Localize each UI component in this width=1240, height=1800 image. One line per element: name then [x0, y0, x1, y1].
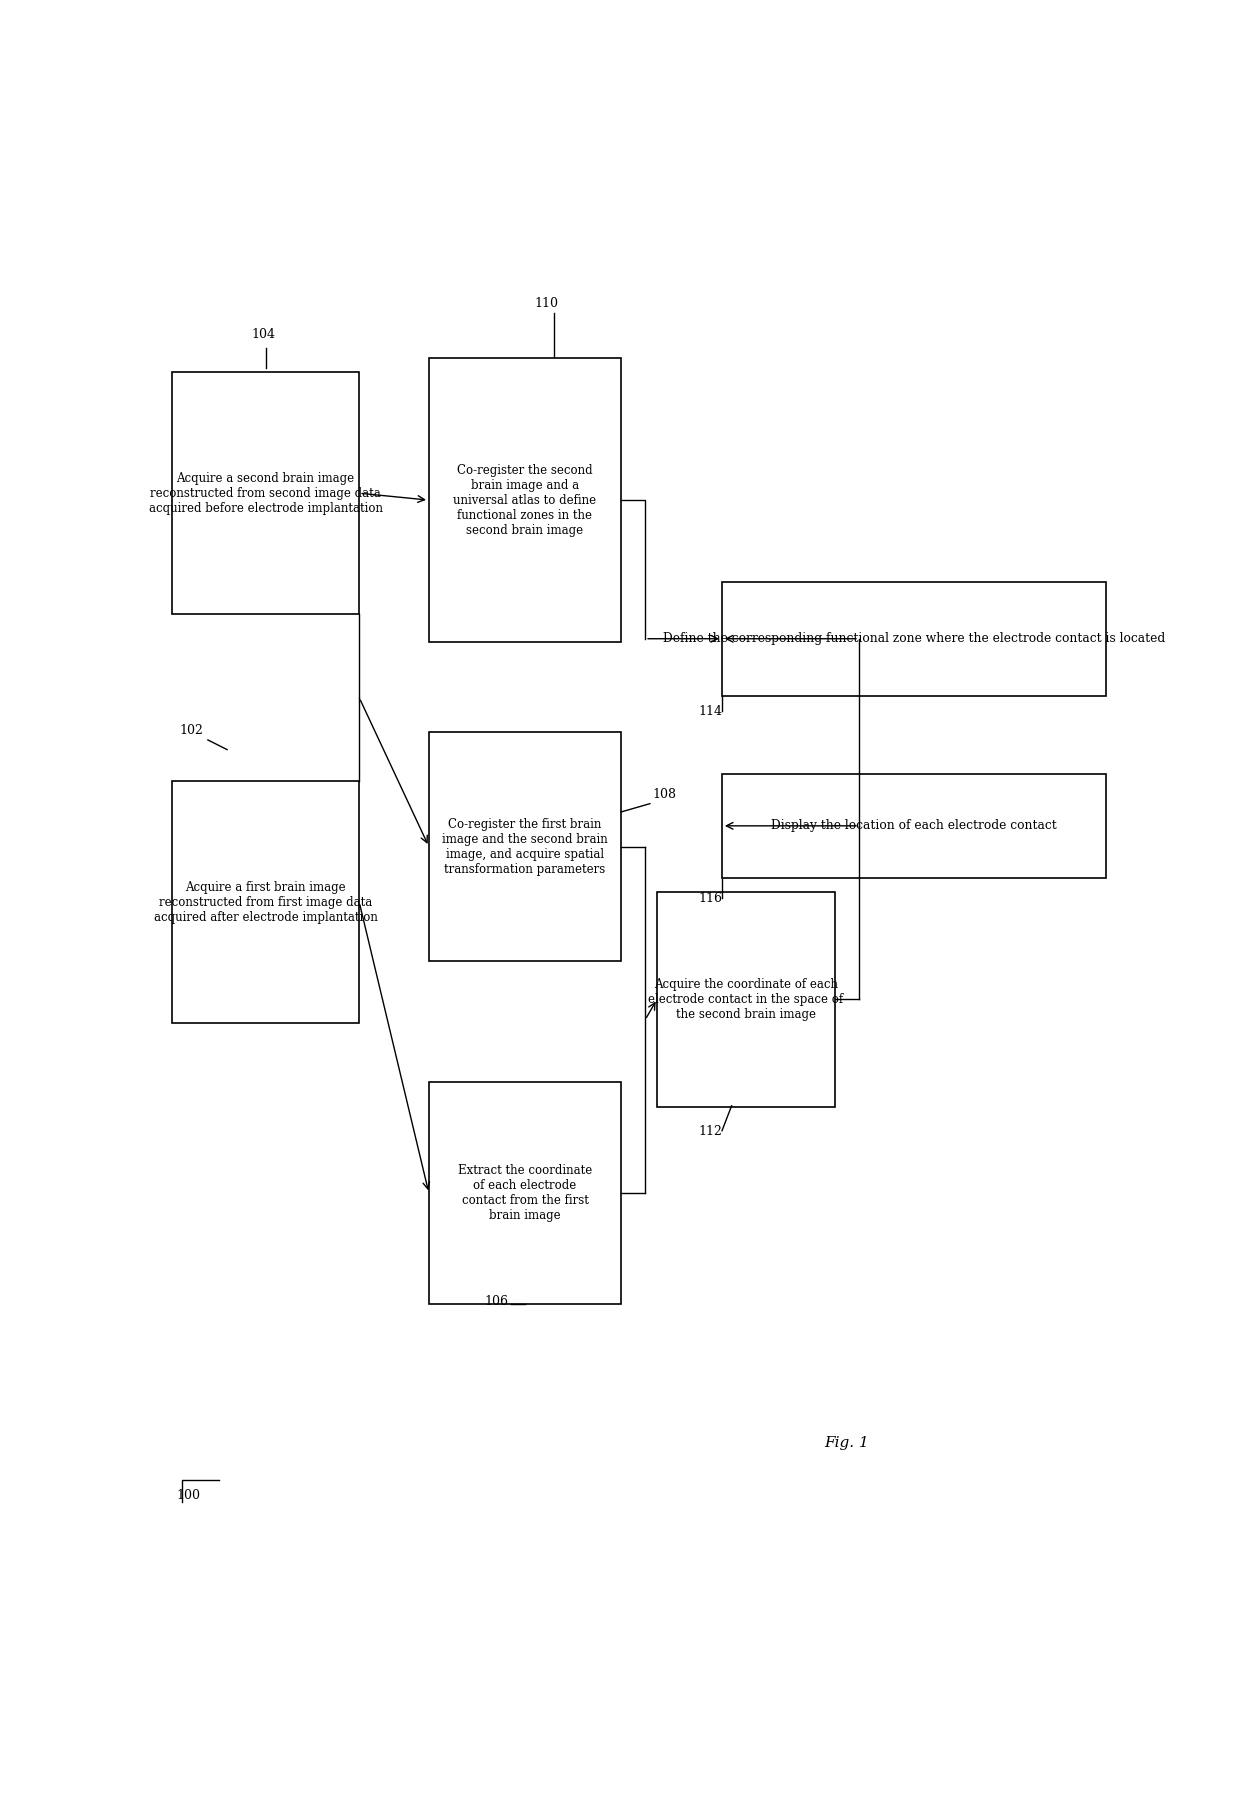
Bar: [172, 373, 360, 614]
Text: Display the location of each electrode contact: Display the location of each electrode c…: [771, 819, 1056, 832]
Text: 112: 112: [698, 1125, 722, 1138]
Text: 102: 102: [179, 724, 203, 738]
Text: 116: 116: [698, 891, 722, 905]
Bar: [722, 774, 1106, 878]
Bar: [657, 891, 835, 1107]
Text: Acquire a second brain image
reconstructed from second image data
acquired befor: Acquire a second brain image reconstruct…: [149, 472, 382, 515]
Bar: [429, 1082, 621, 1303]
Bar: [722, 581, 1106, 695]
Bar: [429, 733, 621, 961]
Text: 108: 108: [652, 788, 677, 801]
Bar: [429, 358, 621, 643]
Text: Co-register the first brain
image and the second brain
image, and acquire spatia: Co-register the first brain image and th…: [443, 817, 608, 875]
Text: Acquire a first brain image
reconstructed from first image data
acquired after e: Acquire a first brain image reconstructe…: [154, 880, 377, 923]
Text: Fig. 1: Fig. 1: [825, 1436, 869, 1449]
Text: Acquire the coordinate of each
electrode contact in the space of
the second brai: Acquire the coordinate of each electrode…: [649, 977, 843, 1021]
Text: Extract the coordinate
of each electrode
contact from the first
brain image: Extract the coordinate of each electrode…: [458, 1165, 593, 1222]
Text: 110: 110: [534, 297, 558, 310]
Text: Define the corresponding functional zone where the electrode contact is located: Define the corresponding functional zone…: [663, 632, 1166, 644]
Text: 106: 106: [485, 1296, 508, 1309]
Text: 114: 114: [698, 706, 722, 718]
Bar: [172, 781, 360, 1024]
Text: Co-register the second
brain image and a
universal atlas to define
functional zo: Co-register the second brain image and a…: [454, 464, 596, 536]
Text: 104: 104: [250, 328, 275, 340]
Text: 100: 100: [176, 1489, 200, 1503]
